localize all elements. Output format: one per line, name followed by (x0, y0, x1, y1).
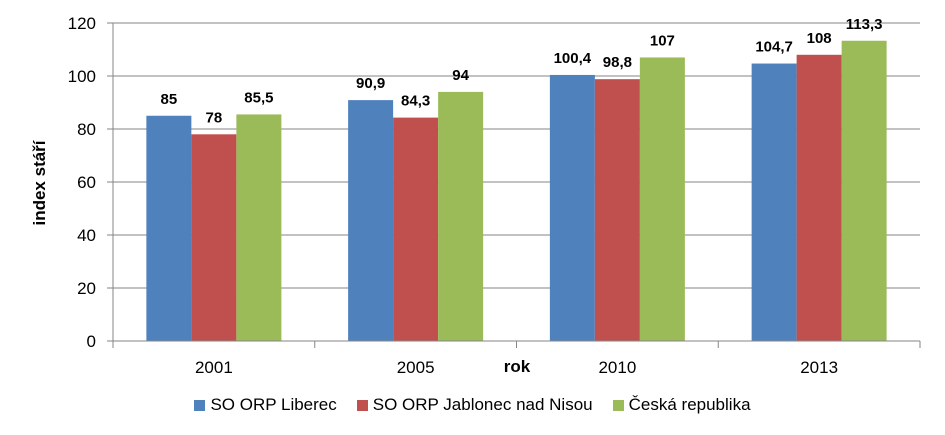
legend-item: SO ORP Liberec (194, 395, 337, 415)
data-label: 98,8 (603, 54, 632, 71)
y-tick-label: 0 (87, 332, 96, 351)
bar (751, 63, 797, 342)
y-tick-label: 40 (77, 226, 96, 245)
bar (549, 74, 595, 341)
legend-item: Česká republika (612, 395, 751, 415)
x-tick-label: 2013 (800, 358, 838, 377)
bar (594, 79, 640, 342)
x-tick-labels: 2001 2005 2010 2013 (195, 358, 838, 377)
legend: SO ORP Liberec SO ORP Jablonec nad Nisou Č… (0, 390, 945, 420)
data-label: 90,9 (356, 75, 385, 92)
legend-label: Česká republika (628, 395, 751, 414)
bar-chart: 85 78 85,5 90,9 84,3 94 100,4 98,8 107 104,7 108 11… (30, 14, 921, 377)
y-tick-labels: 0 20 40 60 80 100 120 (68, 14, 96, 351)
bar (796, 54, 842, 342)
axes (107, 22, 921, 348)
data-labels: 85 78 85,5 90,9 84,3 94 100,4 98,8 107 104,7 108 11… (161, 16, 883, 127)
x-tick-label: 2010 (598, 358, 636, 377)
data-label: 100,4 (554, 50, 592, 67)
y-axis-title: index stáří (30, 139, 49, 225)
legend-swatch (612, 399, 624, 411)
y-tick-label: 100 (68, 67, 96, 86)
data-label: 104,7 (755, 39, 793, 56)
y-tick-label: 20 (77, 279, 96, 298)
legend-label: SO ORP Liberec (210, 395, 337, 414)
data-label: 85,5 (244, 89, 273, 106)
x-axis-title: rok (504, 357, 531, 376)
x-tick-label: 2005 (397, 358, 435, 377)
bar (191, 134, 237, 341)
bar (841, 40, 887, 341)
data-label: 113,3 (846, 16, 883, 33)
data-label: 94 (452, 67, 469, 84)
legend-swatch (194, 399, 206, 411)
y-tick-label: 60 (77, 173, 96, 192)
bar (438, 91, 484, 342)
bar (393, 117, 439, 341)
y-tick-label: 80 (77, 120, 96, 139)
data-label: 107 (650, 32, 675, 49)
data-label: 85 (161, 91, 178, 108)
x-tick-label: 2001 (195, 358, 233, 377)
data-label: 78 (206, 109, 223, 126)
bar (348, 100, 394, 342)
legend-label: SO ORP Jablonec nad Nisou (372, 395, 593, 414)
legend-swatch (356, 399, 368, 411)
y-tick-label: 120 (68, 14, 96, 33)
bar (236, 114, 282, 341)
bar (146, 115, 192, 341)
data-label: 84,3 (401, 93, 430, 110)
legend-item: SO ORP Jablonec nad Nisou (356, 395, 593, 415)
bars (146, 40, 887, 342)
data-label: 108 (807, 30, 832, 47)
bar (639, 57, 685, 341)
